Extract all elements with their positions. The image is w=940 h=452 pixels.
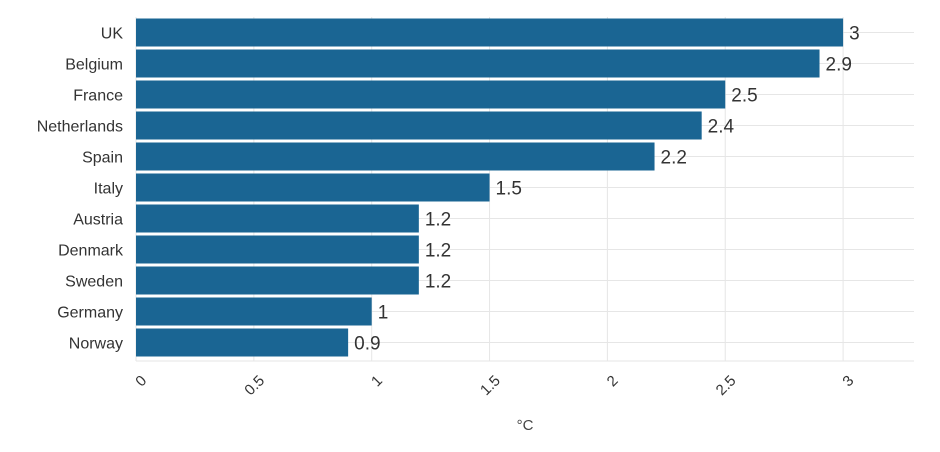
category-label: Norway <box>69 336 123 353</box>
bar-norway[interactable] <box>136 328 349 357</box>
value-label: 1.5 <box>496 179 522 200</box>
x-tick-label: 0.5 <box>241 372 268 399</box>
bar-austria[interactable] <box>136 204 419 233</box>
category-label: Austria <box>73 212 123 229</box>
category-label: Netherlands <box>37 119 123 136</box>
bar-germany[interactable] <box>136 297 372 326</box>
category-label: Spain <box>82 150 123 167</box>
value-label: 2.5 <box>731 86 757 107</box>
labels-layer: UK 3 Belgium 2.9 France 2.5 Netherlands 2.4 Spai… <box>37 24 860 400</box>
category-label: Germany <box>57 305 123 322</box>
category-label: France <box>73 88 123 105</box>
value-label: 1.2 <box>425 210 451 231</box>
category-label: Belgium <box>65 57 123 74</box>
bar-denmark[interactable] <box>136 235 419 264</box>
category-label: Sweden <box>65 274 123 291</box>
bar-belgium[interactable] <box>136 49 820 78</box>
value-label: 1.2 <box>425 272 451 293</box>
x-tick-label: 0 <box>132 372 150 390</box>
bar-sweden[interactable] <box>136 266 419 295</box>
value-label: 1 <box>378 303 389 324</box>
value-label: 2.2 <box>661 148 687 169</box>
x-tick-label: 3 <box>839 372 857 390</box>
x-tick-label: 2.5 <box>713 372 740 399</box>
bar-uk[interactable] <box>136 18 844 47</box>
value-label: 2.4 <box>708 117 735 138</box>
value-label: 1.2 <box>425 241 451 262</box>
bar-italy[interactable] <box>136 173 490 202</box>
bar-spain[interactable] <box>136 142 655 171</box>
bar-france[interactable] <box>136 80 726 109</box>
value-label: 3 <box>849 24 860 45</box>
category-label: Italy <box>94 181 123 198</box>
x-axis-title: °C <box>517 417 534 434</box>
x-tick-label: 2 <box>604 372 622 390</box>
x-tick-label: 1.5 <box>477 372 504 399</box>
bars-layer <box>136 18 844 357</box>
category-label: Denmark <box>58 243 124 260</box>
category-label: UK <box>101 26 124 43</box>
value-label: 2.9 <box>826 55 852 76</box>
bar-netherlands[interactable] <box>136 111 702 140</box>
value-label: 0.9 <box>354 334 380 355</box>
x-tick-label: 1 <box>368 372 386 390</box>
